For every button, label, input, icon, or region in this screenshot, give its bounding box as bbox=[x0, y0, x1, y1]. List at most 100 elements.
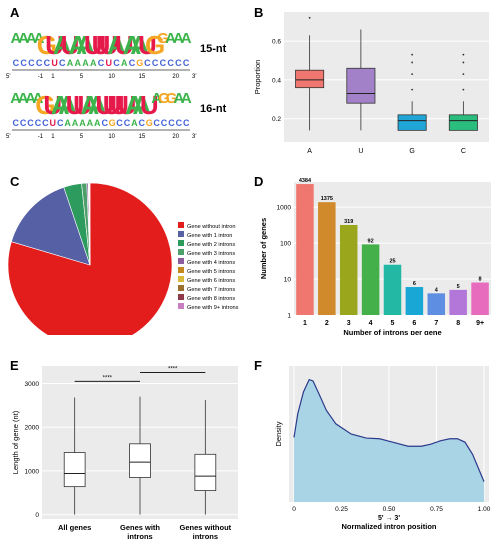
logo-letter: C bbox=[152, 58, 159, 68]
logo-letter: A bbox=[173, 30, 184, 47]
y-tick-label: 0.4 bbox=[272, 77, 281, 84]
logo-tick: 10 bbox=[108, 74, 115, 80]
logo-letter: U bbox=[140, 90, 159, 120]
x-tick-label: introns bbox=[127, 532, 152, 541]
panel-b: B 0.2 0.4 0.6 A U G C Proportion bbox=[249, 0, 498, 165]
bar-value-label: 5 bbox=[457, 284, 460, 290]
logo-letter: C bbox=[27, 118, 34, 128]
logo-letter: C bbox=[59, 58, 66, 68]
logo-letter: C bbox=[183, 58, 190, 68]
logo-axis-end: 3' bbox=[192, 134, 196, 140]
legend-label: Gene with 2 introns bbox=[187, 242, 235, 248]
logo-letter: U bbox=[66, 90, 85, 120]
logo-letter: A bbox=[68, 30, 87, 60]
bar-value-label: 319 bbox=[344, 219, 353, 225]
y-axis-label: Density bbox=[274, 421, 283, 446]
logo-letter: A bbox=[79, 118, 86, 128]
x-tick-label: 1.00 bbox=[478, 506, 491, 513]
bar bbox=[449, 289, 467, 315]
legend-label: Gene with 5 introns bbox=[187, 269, 235, 275]
box-body bbox=[194, 453, 217, 491]
y-tick-label: 1000 bbox=[25, 468, 40, 475]
legend-label: Gene with 6 introns bbox=[187, 278, 235, 284]
logo-letter: U bbox=[105, 58, 112, 68]
legend-label: Gene with 7 introns bbox=[187, 287, 235, 293]
legend-swatch bbox=[178, 276, 184, 282]
x-tick-label: 4 bbox=[369, 320, 373, 327]
logo-letter: C bbox=[167, 58, 174, 68]
panel-d: D 1 10 100 1000 4384 1 1375 2 319 3 92 4 25 5 6 6 4 7 5 8 8 9… bbox=[249, 170, 498, 337]
logo-letter: U bbox=[99, 30, 118, 60]
logo-letter: A bbox=[26, 30, 37, 47]
logo-letter: C bbox=[113, 58, 120, 68]
y-tick-label: 10 bbox=[284, 277, 292, 284]
legend-swatch bbox=[178, 240, 184, 246]
logo-letter: A bbox=[72, 118, 79, 128]
gene-length-boxplot: 0 1000 2000 3000 Length of gene (nt) All gene… bbox=[11, 366, 238, 541]
logo-letter: A bbox=[10, 90, 21, 107]
logo-letter: G bbox=[146, 118, 153, 128]
y-axis-label: Number of genes bbox=[259, 218, 268, 279]
outlier-point bbox=[411, 61, 414, 64]
logo-letter: G bbox=[35, 90, 55, 120]
logo-letter: C bbox=[168, 118, 175, 128]
logo-letter: G bbox=[136, 58, 143, 68]
logo-letter: C bbox=[36, 58, 43, 68]
panel-d-label: D bbox=[254, 174, 264, 189]
outlier-point bbox=[462, 61, 465, 64]
logo-letter: A bbox=[75, 58, 82, 68]
x-tick-label: 1 bbox=[303, 320, 307, 327]
logo-letter: A bbox=[80, 90, 99, 120]
logo-15-nt: ACACACACGCUUACUAAAAAUAUCUUACUAACAGUCGCGC… bbox=[10, 30, 191, 68]
logo-letter: U bbox=[50, 118, 57, 128]
logo-letter: U bbox=[51, 58, 58, 68]
legend-label: Gene with 4 introns bbox=[187, 260, 235, 266]
logo-letter: A bbox=[25, 90, 36, 107]
logo-tick: 1 bbox=[51, 134, 55, 140]
logo-letter: G bbox=[158, 90, 170, 107]
x-tick-label: 8 bbox=[456, 320, 460, 327]
outlier-point bbox=[462, 88, 465, 91]
logo-tick: 15 bbox=[139, 134, 146, 140]
logo-letter: G bbox=[109, 118, 116, 128]
x-tick-label: 0.75 bbox=[430, 506, 443, 513]
logo-letter: A bbox=[18, 30, 29, 47]
bar-value-label: 4384 bbox=[299, 178, 312, 184]
logo-letter: A bbox=[82, 58, 89, 68]
bar bbox=[427, 293, 446, 315]
logo-letter: C bbox=[129, 58, 136, 68]
logo-letter: U bbox=[73, 90, 92, 120]
x-tick-label: All genes bbox=[58, 523, 91, 532]
logo-letter: C bbox=[42, 118, 49, 128]
x-tick-label: 7 bbox=[434, 320, 438, 327]
logo-letter: A bbox=[165, 30, 176, 47]
logo-letter: U bbox=[110, 90, 129, 120]
x-tick-label: C bbox=[461, 148, 466, 155]
legend-label: Gene with 9+ introns bbox=[187, 305, 239, 311]
box-body bbox=[295, 69, 325, 89]
logo-letter: A bbox=[132, 90, 151, 120]
x-tick-label: 5 bbox=[391, 320, 395, 327]
x-tick-label: 0 bbox=[292, 506, 296, 513]
legend-swatch bbox=[178, 303, 184, 309]
y-tick-label: 0 bbox=[35, 512, 39, 519]
logo-letter: G bbox=[145, 30, 165, 60]
legend-swatch bbox=[178, 258, 184, 264]
nucleotide-proportion-boxplot: 0.2 0.4 0.6 A U G C Proportion bbox=[253, 12, 489, 155]
box-genes-without-introns bbox=[194, 400, 217, 515]
logo-letter: C bbox=[175, 58, 182, 68]
x-axis-sublabel: 5' → 3' bbox=[378, 515, 400, 522]
sequence-logos: ACACACACGCUUACUAAAAAUAUCUUACUAACAGUCGCGC… bbox=[6, 30, 227, 140]
y-tick-label: 1 bbox=[287, 313, 291, 320]
logo-letter: U bbox=[115, 30, 134, 60]
box-g bbox=[397, 53, 427, 131]
logo-letter: A bbox=[76, 30, 95, 60]
bar-value-label: 4 bbox=[435, 287, 439, 293]
logo-letter: U bbox=[84, 30, 103, 60]
bar bbox=[318, 202, 336, 315]
logo-letter: A bbox=[87, 118, 94, 128]
logo-letter: A bbox=[34, 30, 45, 47]
legend-swatch bbox=[178, 294, 184, 300]
logo-letter: U bbox=[43, 90, 62, 120]
